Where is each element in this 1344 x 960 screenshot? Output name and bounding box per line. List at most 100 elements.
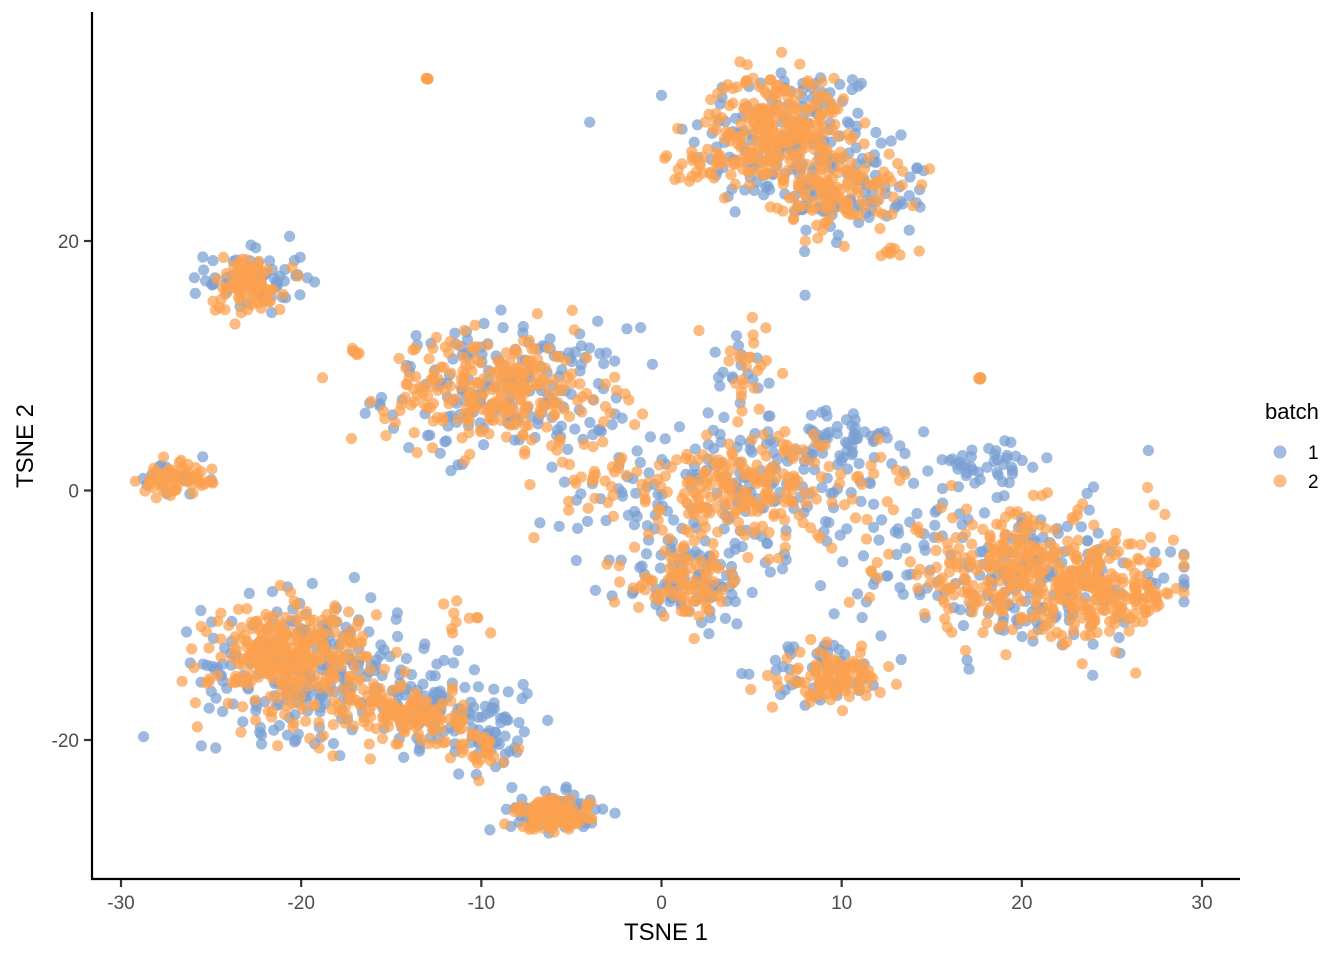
data-point [907,200,919,212]
data-point [482,339,494,351]
data-point [398,751,410,764]
data-point [570,554,582,567]
data-point [799,245,811,258]
data-point [191,721,203,733]
data-point [828,608,840,620]
data-point [1084,629,1096,642]
data-point [1049,524,1061,536]
data-point [816,151,828,164]
data-point [763,377,775,389]
data-point [421,72,433,85]
data-point [732,340,745,352]
data-point [574,378,586,390]
data-point [715,595,728,608]
data-point [473,775,485,787]
data-point [839,648,851,661]
data-point [288,595,300,607]
data-point [875,250,887,262]
data-point [748,337,760,349]
data-point [464,394,476,406]
data-point [894,249,906,261]
data-point [286,698,298,710]
data-point [707,537,719,550]
data-point [535,397,547,409]
data-point [254,637,266,649]
data-point [814,532,826,544]
data-point [799,685,811,698]
data-point [217,706,229,718]
data-point [1098,591,1110,603]
data-point [235,633,247,645]
data-point [687,595,699,607]
data-point [747,373,759,385]
data-point [308,699,320,711]
data-point [151,466,163,478]
data-point [400,362,412,374]
data-point [671,454,683,466]
data-point [274,579,286,592]
data-point [922,465,934,477]
data-point [255,277,268,289]
data-point [598,358,610,370]
data-point [232,291,245,303]
data-point [990,445,1002,457]
data-point [348,720,360,732]
data-point [534,408,546,420]
data-point [851,432,864,445]
data-point [633,601,645,613]
data-point [797,444,810,456]
data-point [788,147,800,160]
data-point [348,571,360,584]
data-point [884,246,897,258]
data-point [678,540,690,552]
data-point [544,333,556,345]
data-point [519,420,532,432]
data-point [351,349,363,361]
data-point [279,629,291,642]
data-point [509,806,521,818]
data-point [938,596,950,608]
y-axis-title: TSNE 2 [12,404,39,488]
data-point [1075,521,1087,533]
data-point [616,412,628,424]
data-point [672,163,684,175]
data-point [1076,658,1088,670]
data-point [150,492,162,504]
data-point [919,608,931,620]
x-tick-label: -30 [107,893,134,914]
data-point [679,606,691,618]
data-point [1012,591,1024,603]
data-point [390,646,403,659]
data-point [1084,604,1096,616]
data-point [1058,595,1070,607]
data-point [500,347,512,359]
data-point [1123,625,1135,637]
data-point [719,612,732,625]
data-point [509,344,521,356]
data-point [997,590,1009,602]
data-point [264,295,276,307]
data-point [996,605,1008,617]
data-point [720,126,732,138]
data-point [411,389,423,401]
data-point [660,586,672,598]
data-point [403,442,415,454]
data-point [815,471,828,483]
data-point [1036,551,1048,564]
data-point [752,146,764,158]
data-point [589,492,601,504]
data-point [1097,604,1109,616]
data-point [914,563,926,576]
data-point [1178,587,1190,599]
data-point [855,672,867,685]
data-point [886,208,898,220]
data-point [912,582,924,595]
data-point [798,463,810,475]
data-point [855,495,867,507]
data-point [826,107,839,119]
data-point [894,440,906,452]
data-point [751,129,763,141]
data-point [935,501,948,514]
data-point [1074,563,1086,576]
data-point [272,692,284,704]
